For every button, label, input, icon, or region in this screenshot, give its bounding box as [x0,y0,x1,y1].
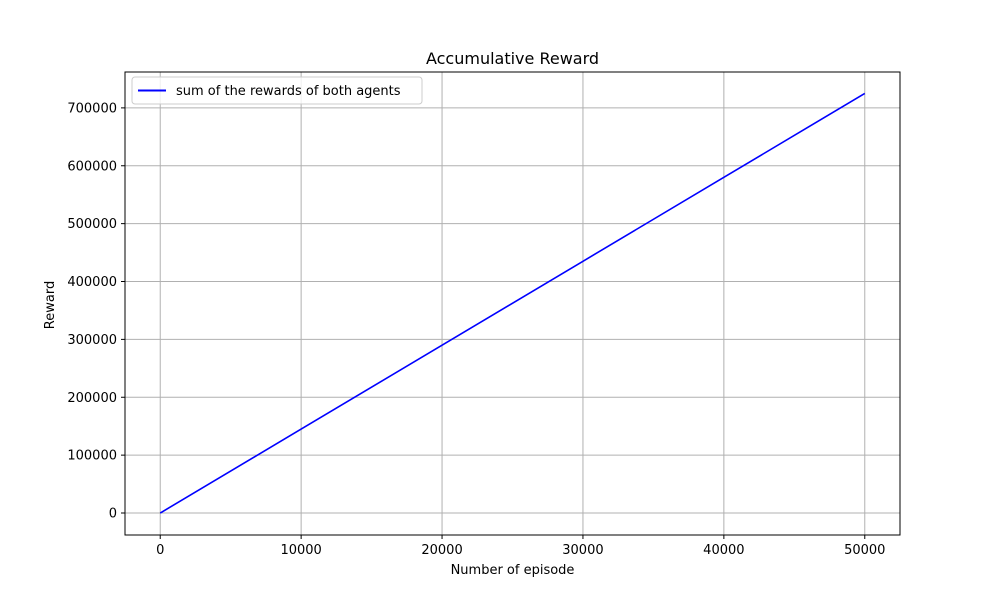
x-tick-label: 20000 [421,543,462,558]
grid [125,72,900,535]
x-tick-label: 0 [156,543,164,558]
y-tick-label: 0 [109,507,117,522]
y-tick-label: 600000 [67,159,117,174]
x-tick-label: 40000 [703,543,744,558]
ticks: 0 10000 20000 30000 40000 5000001000002000003… [67,101,885,558]
legend-label: sum of the rewards of both agents [176,84,401,99]
series-layer [159,92,866,514]
y-tick-label: 400000 [67,275,117,290]
y-tick-label: 700000 [67,101,117,116]
y-tick-label: 500000 [67,217,117,232]
legend-box [131,76,423,105]
y-tick-label: 300000 [67,333,117,348]
y-axis-label: Reward [43,281,58,329]
plot-area-frame [124,71,901,536]
chart-title: Accumulative Reward [426,49,599,68]
x-tick-label: 30000 [562,543,603,558]
y-tick-label: 100000 [67,449,117,464]
y-tick-label: 200000 [67,391,117,406]
x-axis-label: Number of episode [451,563,575,578]
x-tick-label: 50000 [844,543,885,558]
legend: sum of the rewards of both agents [131,76,423,105]
series-line [159,92,866,514]
x-tick-label: 10000 [280,543,321,558]
